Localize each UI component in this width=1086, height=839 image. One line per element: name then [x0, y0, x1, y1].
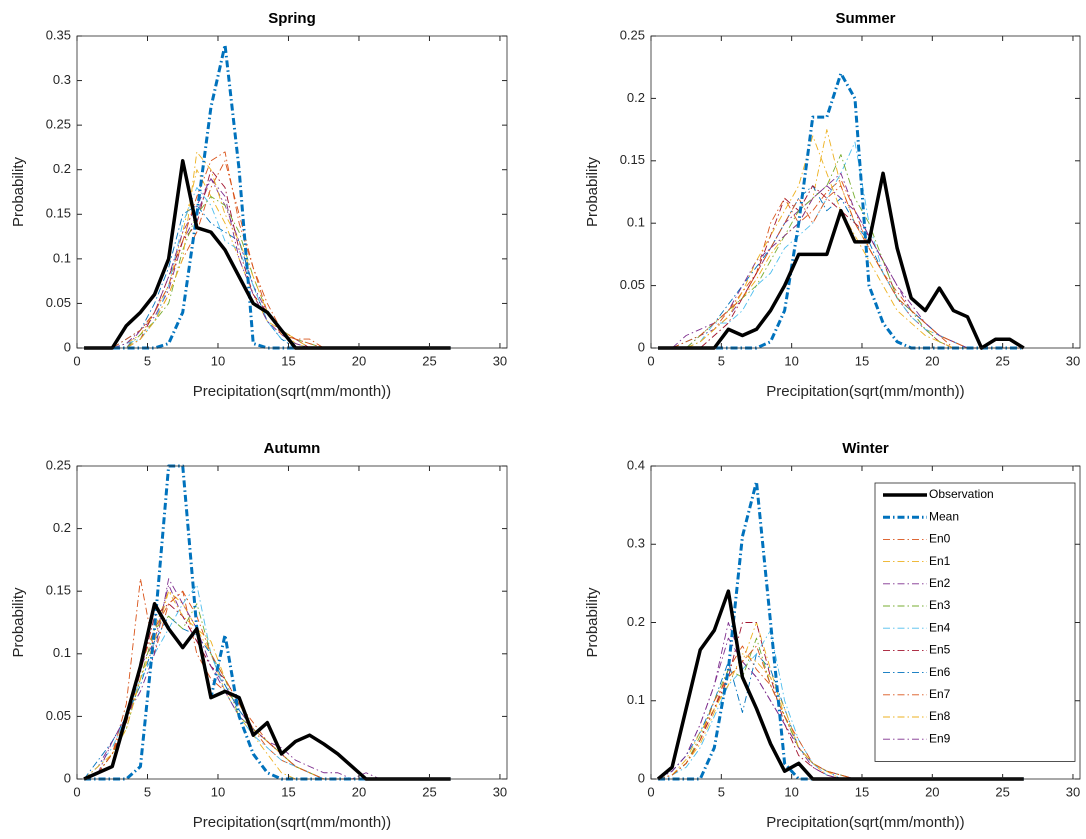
- y-tick-label: 0.15: [46, 206, 71, 221]
- x-tick-label: 25: [422, 353, 436, 368]
- x-tick-label: 0: [73, 784, 80, 799]
- x-tick-label: 30: [493, 353, 507, 368]
- x-axis-label: Precipitation(sqrt(mm/month)): [193, 383, 391, 400]
- legend: Observation Mean En0 En1 En2 En3 En4 En5 En6 En7 E…: [874, 482, 1076, 762]
- y-tick-label: 0.2: [53, 520, 71, 535]
- y-tick-label: 0: [64, 339, 71, 354]
- axes-box: [650, 35, 1081, 349]
- x-tick-label: 5: [718, 353, 725, 368]
- y-tick-label: 0.25: [46, 457, 71, 472]
- y-tick-label: 0.3: [53, 72, 71, 87]
- x-tick-label: 20: [352, 784, 366, 799]
- x-tick-label: 20: [352, 353, 366, 368]
- x-tick-label: 30: [1066, 353, 1080, 368]
- y-axis-label: Probability: [584, 156, 601, 227]
- x-tick-label: 0: [73, 353, 80, 368]
- y-axis-label: Probability: [10, 587, 27, 658]
- series-line: [84, 169, 451, 349]
- axes: 0 5 10 15 20 25 30 0 0.05 0.1 0.15 0.2 0.25 Summer Pre…: [584, 10, 1081, 400]
- x-tick-label: 25: [995, 784, 1009, 799]
- y-tick-label: 0: [64, 770, 71, 785]
- y-tick-label: 0.1: [627, 215, 645, 230]
- y-tick-label: 0.2: [627, 614, 645, 629]
- x-axis-label: Precipitation(sqrt(mm/month)): [766, 814, 964, 831]
- y-tick-label: 0.25: [620, 27, 645, 42]
- series-line: [658, 185, 1024, 349]
- y-tick-label: 0.1: [53, 250, 71, 265]
- legend-label: Mean: [929, 509, 959, 523]
- x-tick-label: 20: [925, 353, 939, 368]
- chart-title: Spring: [268, 10, 316, 27]
- legend-label: En0: [929, 532, 951, 546]
- x-tick-label: 20: [925, 784, 939, 799]
- x-tick-label: 15: [855, 784, 869, 799]
- legend-label: En2: [929, 576, 951, 590]
- legend-label: En8: [929, 709, 951, 723]
- plot-area: [77, 466, 507, 779]
- y-axis-label: Probability: [10, 156, 27, 227]
- legend-label: En1: [929, 554, 951, 568]
- y-axis-label: Probability: [584, 587, 601, 658]
- x-tick-label: 15: [855, 353, 869, 368]
- x-tick-label: 5: [144, 353, 151, 368]
- x-tick-label: 5: [144, 784, 151, 799]
- y-tick-label: 0.2: [627, 90, 645, 105]
- legend-label: Observation: [929, 487, 994, 501]
- x-axis-label: Precipitation(sqrt(mm/month)): [766, 383, 964, 400]
- chart-title: Summer: [835, 10, 895, 27]
- y-tick-label: 0.05: [620, 277, 645, 292]
- series-line: [658, 171, 1025, 350]
- x-axis-label: Precipitation(sqrt(mm/month)): [193, 814, 391, 831]
- x-tick-label: 10: [784, 353, 798, 368]
- x-tick-label: 15: [281, 784, 295, 799]
- axes: 0 5 10 15 20 25 30 0 0.1 0.2 0.3 0.4 Winter Precipita…: [584, 440, 1081, 831]
- x-tick-label: 25: [995, 353, 1009, 368]
- plot-area: [77, 36, 507, 348]
- legend-label: En7: [929, 687, 951, 701]
- x-tick-label: 0: [647, 353, 654, 368]
- series-line: [658, 185, 1024, 349]
- legend-label: En9: [929, 731, 951, 745]
- y-tick-label: 0.15: [46, 583, 71, 598]
- y-tick-label: 0.05: [46, 295, 71, 310]
- x-tick-label: 10: [211, 353, 225, 368]
- x-tick-label: 10: [211, 784, 225, 799]
- y-tick-label: 0: [638, 339, 645, 354]
- x-tick-label: 15: [281, 353, 295, 368]
- x-tick-label: 0: [647, 784, 654, 799]
- series-line: [658, 154, 1024, 349]
- plot-area: [651, 36, 1080, 348]
- y-tick-label: 0.05: [46, 708, 71, 723]
- x-tick-label: 30: [493, 784, 507, 799]
- y-tick-label: 0.15: [620, 152, 645, 167]
- axes-box: [76, 465, 508, 780]
- y-tick-label: 0.35: [46, 27, 71, 42]
- y-tick-label: 0.25: [46, 117, 71, 132]
- legend-box: [874, 482, 1076, 762]
- x-tick-label: 25: [422, 784, 436, 799]
- y-tick-label: 0.1: [53, 645, 71, 660]
- legend-label: En6: [929, 665, 951, 679]
- axes-box: [76, 35, 508, 349]
- legend-label: En5: [929, 643, 951, 657]
- y-tick-label: 0.1: [627, 692, 645, 707]
- legend-label: En3: [929, 598, 951, 612]
- x-tick-label: 5: [718, 784, 725, 799]
- chart-title: Winter: [842, 440, 889, 457]
- axes: 0 5 10 15 20 25 30 0 0.05 0.1 0.15 0.2 0.25 Autumn Pre…: [10, 440, 508, 831]
- y-tick-label: 0.2: [53, 161, 71, 176]
- y-tick-label: 0.4: [627, 457, 645, 472]
- y-tick-label: 0.3: [627, 536, 645, 551]
- chart-title: Autumn: [264, 440, 321, 457]
- axes: 0 5 10 15 20 25 30 0 0.05 0.1 0.15 0.2 0.25 0.3 0.35 Sp…: [10, 10, 508, 400]
- series-line: [84, 151, 451, 349]
- x-tick-label: 10: [784, 784, 798, 799]
- x-tick-label: 30: [1066, 784, 1080, 799]
- y-tick-label: 0: [638, 770, 645, 785]
- legend-label: En4: [929, 620, 951, 634]
